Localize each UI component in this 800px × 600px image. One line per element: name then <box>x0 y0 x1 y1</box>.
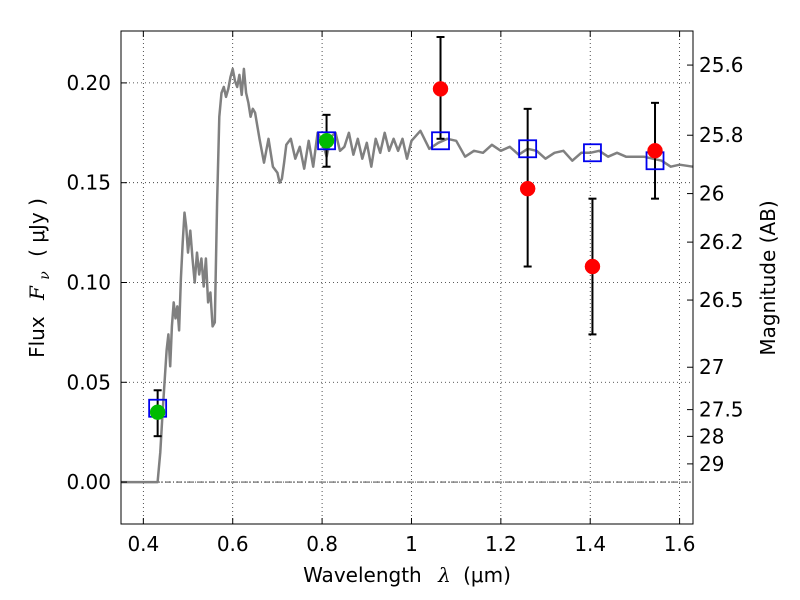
x-axis-label-symbol: λ <box>437 563 451 587</box>
y-tick-label: 0.05 <box>66 370 111 394</box>
y2-tick-label: 26.2 <box>699 230 744 254</box>
model-square-point <box>583 143 602 163</box>
red-data-point <box>647 143 663 159</box>
y2-tick-label: 25.8 <box>699 123 744 147</box>
x-tick-label: 1.6 <box>664 532 696 556</box>
model-square-point <box>518 139 538 159</box>
x-tick-label: 0.4 <box>127 532 159 556</box>
green-data-point <box>318 133 335 149</box>
y-axis-label-text: Flux <box>25 316 49 358</box>
x-axis-label: Wavelength λ (μm) <box>303 563 511 587</box>
y-tick-label: 0.20 <box>66 71 111 95</box>
y-tick-label: 0.10 <box>66 270 111 294</box>
red-data-point <box>584 258 601 275</box>
x-tick-label: 1.2 <box>485 532 517 556</box>
y-tick-label: 0.00 <box>66 470 111 494</box>
x-axis-ticks: 0.4 0.6 0.8 1 1.2 1.4 1.6 <box>127 31 696 556</box>
y2-tick-label: 27 <box>699 355 724 379</box>
spectrum-series <box>121 67 694 484</box>
y-axis-ticks: 0.00 0.05 0.10 0.15 0.20 <box>66 71 127 494</box>
y2-axis-ticks: 25.6 25.8 26 26.2 26.5 27 27.528 29 <box>687 53 744 476</box>
y2-tick-label: 25.6 <box>699 53 744 77</box>
plot-frame <box>120 30 694 525</box>
y2-tick-label: 28 <box>699 424 724 448</box>
x-tick-label: 1.4 <box>574 532 606 556</box>
y-axis-label: Flux F ν ( μJy ) <box>25 198 54 358</box>
y2-tick-label: 29 <box>699 452 724 476</box>
spectrum-line <box>121 67 694 484</box>
green-data-point <box>149 404 166 420</box>
model-square-point <box>317 131 336 151</box>
x-axis-label-unit: (μm) <box>463 563 511 587</box>
y-axis-label-subscript: ν <box>37 271 53 280</box>
photometry-points <box>148 35 665 438</box>
x-tick-label: 0.8 <box>306 532 338 556</box>
x-tick-label: 0.6 <box>217 532 249 556</box>
x-axis-label-text: Wavelength <box>303 563 422 587</box>
red-data-point <box>432 81 449 97</box>
y-axis-label-symbol: F <box>25 285 49 301</box>
x-tick-label: 1 <box>405 532 418 556</box>
y2-tick-label: 27.5 <box>699 398 744 422</box>
y2-tick-label: 26.5 <box>699 288 744 312</box>
y2-axis-label: Magnitude (AB) <box>756 200 780 355</box>
y2-tick-label: 26 <box>699 182 724 206</box>
red-data-point <box>519 180 536 197</box>
y-tick-label: 0.15 <box>66 171 111 195</box>
model-square-point <box>431 131 450 151</box>
y-axis-label-unit: ( μJy ) <box>25 198 49 257</box>
